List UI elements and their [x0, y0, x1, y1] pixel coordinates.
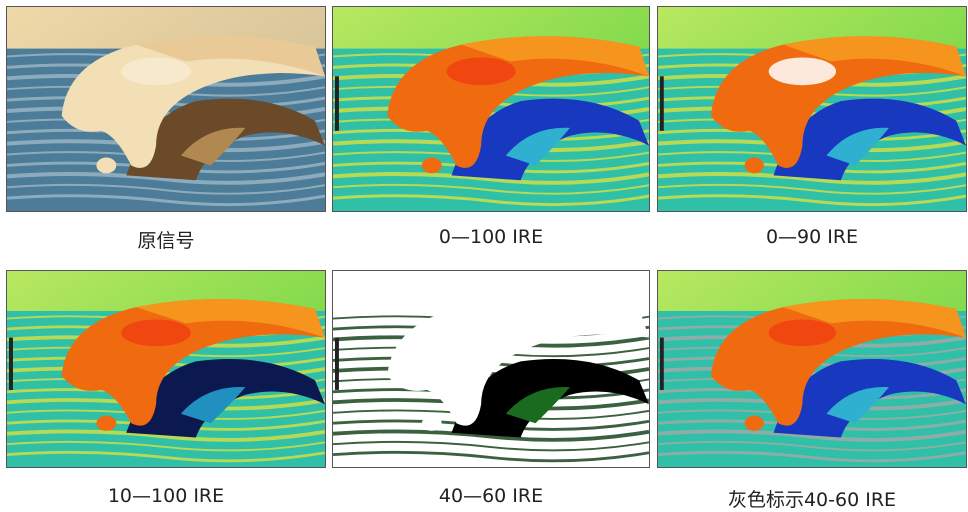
- wave-image: [333, 271, 649, 467]
- wave-crest-edge: [461, 36, 649, 77]
- spray: [421, 415, 442, 431]
- caption: 原信号: [137, 230, 195, 252]
- sea-stripe: [7, 194, 325, 207]
- sea-stripe: [658, 183, 966, 195]
- caption: 0—100 IRE: [438, 226, 544, 248]
- scale-bar: [659, 76, 664, 131]
- sea-stripe: [7, 450, 325, 463]
- sea-stripe: [7, 171, 325, 185]
- sea-stripe: [333, 440, 649, 452]
- spray: [744, 157, 764, 174]
- wave-crest-edge: [783, 36, 966, 77]
- image-panel: [6, 6, 326, 212]
- wave-image: [658, 271, 966, 467]
- image-panel: [332, 6, 650, 212]
- wave-crest-edge: [136, 299, 325, 338]
- wave-inner: [505, 386, 570, 424]
- wave-image: [7, 271, 325, 467]
- spray: [96, 157, 117, 174]
- sea-stripe: [333, 450, 649, 463]
- sea-stripe: [333, 429, 649, 442]
- highlight: [121, 57, 191, 86]
- scale-bar: [8, 337, 13, 390]
- wave-inner: [180, 386, 246, 424]
- highlight: [121, 319, 191, 347]
- sea-stripe: [7, 429, 325, 442]
- wave-image: [333, 7, 649, 211]
- spray: [744, 415, 764, 431]
- wave-crest-edge: [461, 299, 649, 338]
- scale-bar: [659, 337, 664, 390]
- image-panel: [657, 270, 967, 468]
- wave-image: [7, 7, 325, 211]
- image-panel: [6, 270, 326, 468]
- highlight: [446, 319, 516, 347]
- wave-crest-edge: [783, 299, 966, 338]
- sea-stripe: [658, 194, 966, 207]
- wave-inner: [826, 386, 889, 424]
- scale-bar: [334, 337, 339, 390]
- sea-stripe: [658, 171, 966, 185]
- scale-bar: [334, 76, 339, 131]
- sea-stripe: [7, 183, 325, 195]
- spray: [96, 415, 117, 431]
- sea-stripe: [658, 450, 966, 463]
- sea-stripe: [7, 440, 325, 452]
- spray: [421, 157, 442, 174]
- highlight: [446, 57, 516, 86]
- caption: 40—60 IRE: [438, 485, 544, 507]
- image-panel: [332, 270, 650, 468]
- sea-stripe: [658, 429, 966, 442]
- sea-stripe: [658, 440, 966, 452]
- wave-inner: [180, 127, 246, 166]
- image-panel: [657, 6, 967, 212]
- caption: 10—100 IRE: [107, 485, 225, 507]
- highlight: [768, 57, 837, 86]
- caption: 0—90 IRE: [765, 226, 859, 248]
- caption: 灰色标示40-60 IRE: [727, 489, 897, 511]
- wave-inner: [505, 127, 570, 166]
- sea-stripe: [333, 183, 649, 195]
- wave-image: [658, 7, 966, 211]
- highlight: [768, 319, 837, 347]
- wave-inner: [826, 127, 889, 166]
- wave-crest-edge: [136, 36, 325, 77]
- sea-stripe: [333, 171, 649, 185]
- sea-stripe: [333, 194, 649, 207]
